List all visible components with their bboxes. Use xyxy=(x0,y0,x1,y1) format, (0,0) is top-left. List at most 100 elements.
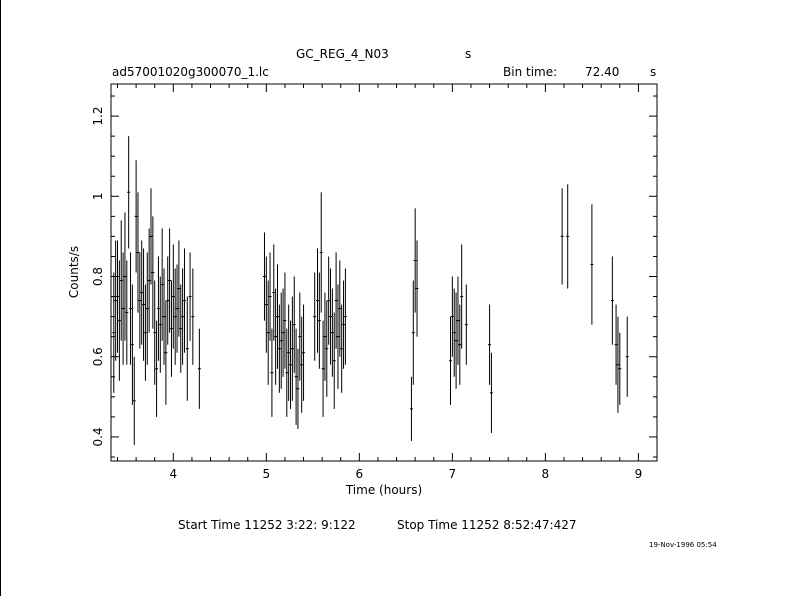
data-point xyxy=(290,296,294,401)
plot-frame xyxy=(110,83,658,462)
data-point xyxy=(489,352,493,433)
data-point xyxy=(332,312,336,409)
data-point xyxy=(138,252,142,349)
data-point xyxy=(294,328,298,425)
data-point xyxy=(281,288,285,377)
data-point xyxy=(117,260,121,381)
data-point xyxy=(488,304,492,385)
data-point xyxy=(125,260,129,365)
data-point xyxy=(285,328,289,417)
data-point xyxy=(164,300,168,405)
data-point xyxy=(342,280,346,369)
data-point xyxy=(454,292,458,389)
data-point xyxy=(319,192,323,313)
data-point xyxy=(313,272,317,361)
window-left-edge xyxy=(0,0,1,596)
data-point xyxy=(566,184,570,289)
bin-time-label: Bin time: xyxy=(503,65,557,79)
data-point xyxy=(155,320,159,417)
x-tick-label: 9 xyxy=(635,467,643,481)
data-point xyxy=(323,292,327,381)
data-point xyxy=(449,316,453,405)
data-point xyxy=(287,304,291,401)
data-point xyxy=(143,284,147,381)
data-point xyxy=(450,276,454,357)
data-point xyxy=(458,304,462,385)
data-point xyxy=(197,328,201,409)
data-point xyxy=(134,160,138,273)
data-point xyxy=(289,320,293,409)
data-point xyxy=(338,260,342,357)
data-point xyxy=(262,232,266,321)
data-point xyxy=(336,284,340,389)
data-point xyxy=(129,252,133,365)
data-point xyxy=(151,216,155,329)
stop-time: Stop Time 11252 8:52:47:427 xyxy=(397,518,576,532)
y-tick-label: 0.8 xyxy=(91,267,105,286)
data-point xyxy=(145,252,149,365)
data-point xyxy=(283,272,287,369)
data-point xyxy=(415,240,419,337)
data-point xyxy=(160,228,164,341)
data-point xyxy=(132,356,136,445)
data-point xyxy=(329,268,333,365)
data-point xyxy=(119,220,123,341)
x-tick-labels: 4 5 6 7 8 9 xyxy=(169,467,642,481)
x-tick-label: 7 xyxy=(449,467,457,481)
y-tick-label: 1 xyxy=(91,192,105,200)
x-tick-label: 8 xyxy=(542,467,550,481)
data-point xyxy=(173,268,177,365)
data-point xyxy=(456,276,460,365)
data-point xyxy=(321,320,325,417)
data-point xyxy=(292,276,296,373)
data-point xyxy=(315,248,319,353)
x-axis-label: Time (hours) xyxy=(345,483,422,497)
data-point xyxy=(270,328,274,417)
data-point xyxy=(191,268,195,365)
data-point xyxy=(142,248,146,361)
data-point xyxy=(409,376,413,441)
data-point xyxy=(130,284,134,405)
data-point xyxy=(171,244,175,349)
data-point xyxy=(179,284,183,373)
x-tick-label: 6 xyxy=(356,467,364,481)
data-point xyxy=(162,268,166,365)
object-suffix: s xyxy=(465,47,471,61)
data-point xyxy=(149,188,153,285)
data-points xyxy=(112,136,629,445)
y-tick-label: 1.2 xyxy=(91,107,105,126)
data-point xyxy=(300,316,304,413)
data-point xyxy=(168,228,172,333)
data-point xyxy=(169,280,173,377)
start-time: Start Time 11252 3:22: 9:122 xyxy=(178,518,356,532)
x-tick-label: 5 xyxy=(263,467,271,481)
data-point xyxy=(296,348,300,429)
data-point xyxy=(274,288,278,385)
data-point xyxy=(123,212,127,341)
data-point xyxy=(610,256,614,345)
data-point xyxy=(264,256,268,353)
data-point xyxy=(175,264,179,353)
data-point xyxy=(166,256,170,345)
data-point xyxy=(158,276,162,373)
data-point xyxy=(560,188,564,285)
data-point xyxy=(116,240,120,353)
data-point xyxy=(266,280,270,385)
data-point xyxy=(317,272,321,369)
data-point xyxy=(121,252,125,365)
data-point xyxy=(185,296,189,401)
object-name: GC_REG_4_N03 xyxy=(296,47,389,61)
data-point xyxy=(279,292,283,389)
data-point xyxy=(127,136,131,249)
bin-time-unit: s xyxy=(650,65,656,79)
data-point xyxy=(460,244,464,349)
data-point xyxy=(618,332,622,405)
data-point xyxy=(268,252,272,341)
data-point xyxy=(625,316,629,397)
data-point xyxy=(590,204,594,325)
bin-time-value: 72.40 xyxy=(585,65,619,79)
timestamp: 19-Nov-1996 05:54 xyxy=(649,541,717,549)
data-point xyxy=(177,240,181,337)
data-point xyxy=(413,208,417,313)
